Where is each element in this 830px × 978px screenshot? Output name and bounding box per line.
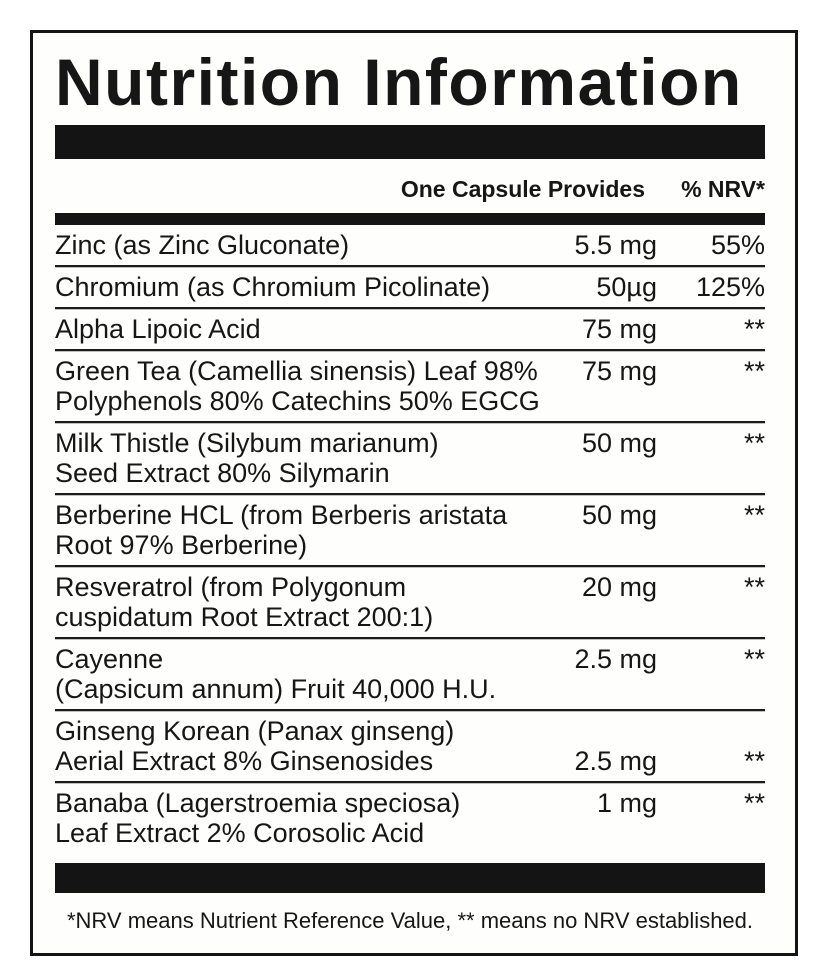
ingredient-line: Seed Extract 80% Silymarin (55, 458, 390, 488)
ingredient-name: Chromium (as Chromium Picolinate) (55, 272, 547, 302)
ingredient-line: (Capsicum annum) Fruit 40,000 H.U. (55, 674, 497, 704)
nrv-value: 125% (695, 272, 765, 302)
ingredient-line: Aerial Extract 8% Ginsenosides (55, 746, 434, 776)
ingredients-table: Zinc (as Zinc Gluconate) 5.5 mg 55% Chro… (55, 225, 765, 853)
amount-value: 1 mg (596, 788, 657, 818)
ingredient-name: Banaba (Lagerstroemia speciosa) Leaf Ext… (55, 788, 547, 848)
ingredient-line: Zinc (as Zinc Gluconate) (55, 230, 350, 260)
ingredient-line: Banaba (Lagerstroemia speciosa) (55, 788, 461, 818)
column-header-one-capsule-provides: One Capsule Provides (400, 176, 645, 202)
ingredient-name: Milk Thistle (Silybum marianum) Seed Ext… (55, 428, 547, 488)
ingredient-name: Alpha Lipoic Acid (55, 314, 547, 344)
divider-bar-top (55, 125, 765, 159)
table-row-berberine: Berberine HCL (from Berberis aristata Ro… (55, 495, 765, 567)
nrv-value: ** (743, 500, 765, 530)
ingredient-line: Ginseng Korean (Panax ginseng) (55, 716, 455, 746)
nrv-value: ** (743, 572, 765, 602)
ingredient-line: Leaf Extract 2% Corosolic Acid (55, 818, 425, 848)
amount-value: 75 mg (581, 356, 657, 386)
ingredient-line: Green Tea (Camellia sinensis) Leaf 98% (55, 356, 538, 386)
table-row-zinc: Zinc (as Zinc Gluconate) 5.5 mg 55% (55, 225, 765, 267)
table-row-ginseng: Ginseng Korean (Panax ginseng) Aerial Ex… (55, 711, 765, 783)
amount-value: 2.5 mg (574, 644, 657, 674)
table-row-alpha-lipoic-acid: Alpha Lipoic Acid 75 mg ** (55, 309, 765, 351)
table-row-milk-thistle: Milk Thistle (Silybum marianum) Seed Ext… (55, 423, 765, 495)
amount-value: 50 mg (581, 428, 657, 458)
ingredient-name: Berberine HCL (from Berberis aristata Ro… (55, 500, 547, 560)
ingredient-line: Polyphenols 80% Catechins 50% EGCG (55, 386, 540, 416)
ingredient-line: Resveratrol (from Polygonum (55, 572, 407, 602)
nutrition-label-panel: Nutrition Information One Capsule Provid… (30, 30, 798, 956)
ingredient-line: Chromium (as Chromium Picolinate) (55, 272, 491, 302)
nrv-value: ** (743, 428, 765, 458)
table-row-chromium: Chromium (as Chromium Picolinate) 50µg 1… (55, 267, 765, 309)
ingredient-line: Root 97% Berberine) (55, 530, 308, 560)
ingredient-line: cuspidatum Root Extract 200:1) (55, 602, 434, 632)
nrv-value: ** (743, 746, 765, 776)
ingredient-name: Ginseng Korean (Panax ginseng) Aerial Ex… (55, 716, 547, 776)
nrv-value: ** (743, 644, 765, 674)
table-row-green-tea: Green Tea (Camellia sinensis) Leaf 98% P… (55, 351, 765, 423)
ingredient-line: Milk Thistle (Silybum marianum) (55, 428, 439, 458)
ingredient-line: Alpha Lipoic Acid (55, 314, 261, 344)
ingredient-name: Resveratrol (from Polygonum cuspidatum R… (55, 572, 547, 632)
nrv-value: ** (743, 788, 765, 818)
divider-bar-header (55, 213, 765, 225)
table-row-banaba: Banaba (Lagerstroemia speciosa) Leaf Ext… (55, 783, 765, 853)
table-row-resveratrol: Resveratrol (from Polygonum cuspidatum R… (55, 567, 765, 639)
amount-value: 75 mg (581, 314, 657, 344)
nrv-value: 55% (710, 230, 765, 260)
amount-value: 20 mg (581, 572, 657, 602)
amount-value: 5.5 mg (574, 230, 657, 260)
nrv-value: ** (743, 314, 765, 344)
ingredient-name: Cayenne (Capsicum annum) Fruit 40,000 H.… (55, 644, 547, 704)
page-title: Nutrition Information (55, 45, 743, 119)
amount-value: 2.5 mg (574, 746, 657, 776)
column-header-nrv: % NRV* (681, 176, 765, 202)
amount-value: 50 mg (581, 500, 657, 530)
nrv-footnote: *NRV means Nutrient Reference Value, ** … (66, 908, 754, 933)
nrv-value: ** (743, 356, 765, 386)
ingredient-line: Berberine HCL (from Berberis aristata (55, 500, 508, 530)
ingredient-line: Cayenne (55, 644, 164, 674)
amount-value: 50µg (596, 272, 657, 302)
table-row-cayenne: Cayenne (Capsicum annum) Fruit 40,000 H.… (55, 639, 765, 711)
ingredient-name: Zinc (as Zinc Gluconate) (55, 230, 547, 260)
ingredient-name: Green Tea (Camellia sinensis) Leaf 98% P… (55, 356, 547, 416)
table-header-row: One Capsule Provides % NRV* (55, 175, 765, 203)
divider-bar-bottom (55, 863, 765, 893)
